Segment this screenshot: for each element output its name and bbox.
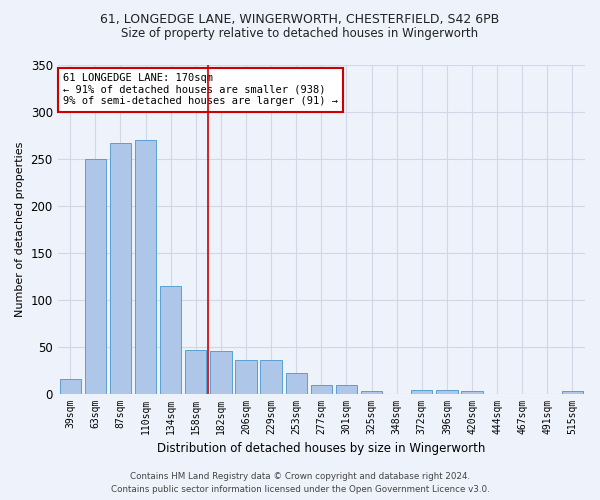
Bar: [562, 390, 583, 394]
Text: Size of property relative to detached houses in Wingerworth: Size of property relative to detached ho…: [121, 28, 479, 40]
Bar: [85, 159, 106, 394]
Bar: [59, 378, 81, 394]
Bar: [160, 286, 181, 394]
Text: 61 LONGEDGE LANE: 170sqm
← 91% of detached houses are smaller (938)
9% of semi-d: 61 LONGEDGE LANE: 170sqm ← 91% of detach…: [63, 73, 338, 106]
Bar: [336, 385, 357, 394]
Text: 61, LONGEDGE LANE, WINGERWORTH, CHESTERFIELD, S42 6PB: 61, LONGEDGE LANE, WINGERWORTH, CHESTERF…: [100, 12, 500, 26]
Bar: [411, 390, 433, 394]
Bar: [461, 390, 482, 394]
Y-axis label: Number of detached properties: Number of detached properties: [15, 142, 25, 317]
Bar: [210, 352, 232, 394]
Text: Contains HM Land Registry data © Crown copyright and database right 2024.
Contai: Contains HM Land Registry data © Crown c…: [110, 472, 490, 494]
Bar: [361, 390, 382, 394]
Bar: [311, 385, 332, 394]
Bar: [110, 143, 131, 394]
Bar: [185, 350, 206, 394]
X-axis label: Distribution of detached houses by size in Wingerworth: Distribution of detached houses by size …: [157, 442, 485, 455]
Bar: [235, 360, 257, 394]
Bar: [260, 360, 282, 394]
Bar: [286, 373, 307, 394]
Bar: [436, 390, 458, 394]
Bar: [135, 140, 156, 394]
